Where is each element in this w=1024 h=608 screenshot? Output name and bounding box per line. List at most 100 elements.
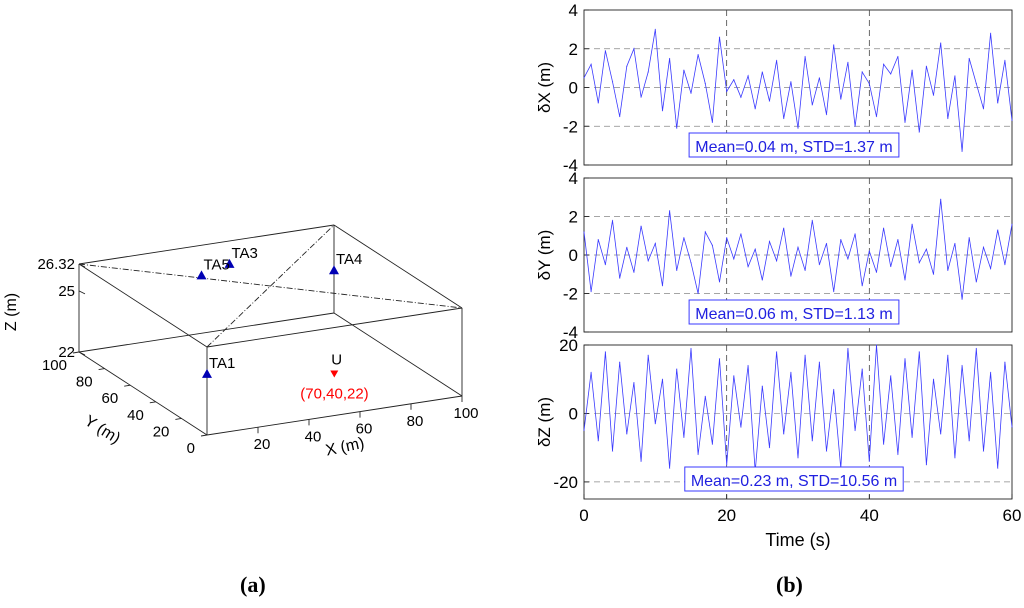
panel1-data-point (911, 69, 913, 71)
panel3-data-point (661, 378, 664, 380)
panel2-data-point (1011, 223, 1013, 225)
caption-a: (a) (240, 572, 266, 597)
panel2-data-point (904, 279, 906, 281)
box-edge-top (206, 307, 463, 348)
box-edge-bottom (78, 351, 208, 436)
panel3-data-point (1011, 426, 1013, 428)
panel1-data-point (890, 73, 892, 75)
panel2-data-point (718, 281, 721, 283)
panel2-data-point (726, 237, 728, 239)
panel2-data-point (947, 269, 949, 271)
panel2-data-point (847, 258, 849, 260)
panel1-data-point (718, 36, 721, 38)
panel2-data-point (825, 242, 828, 245)
panel1-data-point (619, 115, 621, 118)
panel2-data-point (683, 237, 685, 239)
panel3-data-point (597, 440, 599, 442)
panel2-data-point (640, 225, 642, 227)
caption-b: (b) (776, 572, 803, 597)
panel1-data-point (690, 92, 692, 94)
panel2-data-point (854, 233, 856, 235)
panel2-data-point (647, 260, 649, 262)
panel1-data-point (840, 98, 842, 100)
panel3-data-point (740, 426, 742, 428)
panel3-data-point (911, 436, 913, 438)
panel2-data-point (982, 246, 985, 248)
panel1-data-point (669, 57, 671, 60)
panel1-data-point (733, 79, 735, 81)
y-tick (149, 401, 156, 404)
x-axis-label: X (m) (324, 435, 366, 460)
x-tick-label: 40 (305, 428, 322, 445)
y-tick (200, 434, 208, 437)
panel1-data-point (847, 61, 849, 63)
panel3-data-point (619, 361, 621, 363)
panel3-data-point (861, 368, 863, 370)
anchor-marker (202, 368, 212, 378)
panel2-y-tick-label: -2 (563, 285, 578, 304)
panel2-data-point (776, 260, 778, 262)
y-tick-label: 80 (76, 374, 93, 391)
panel2-data-point (754, 248, 756, 250)
panel3-data-point (654, 423, 656, 425)
x-tick-label: 40 (860, 506, 879, 525)
x-tick-label: 100 (453, 405, 478, 422)
panel3-data-point (918, 351, 920, 353)
panel2-data-point (925, 248, 928, 250)
panel1-data-point (804, 55, 806, 58)
panel3-data-point (932, 378, 935, 380)
panel3-data-point (847, 347, 849, 350)
panel3-data-point (711, 443, 714, 445)
panel2-data-point (740, 233, 742, 235)
panel1-data-point (897, 55, 899, 58)
panel1-data-point (676, 127, 678, 129)
target-coordinates: (70,40,22) (300, 386, 368, 403)
panel3-y-tick-label: 20 (559, 336, 578, 355)
panel3-data-point (611, 450, 614, 452)
y-tick-label: 100 (42, 357, 67, 374)
panel3-data-point (811, 440, 813, 442)
panel1-y-tick-label: -4 (563, 156, 578, 175)
panel2-data-point (997, 229, 999, 231)
panel1-data-point (1004, 59, 1006, 61)
panel1-data-point (654, 28, 656, 30)
panel3-data-point (818, 361, 821, 363)
box-edge-top (333, 224, 463, 309)
panel3-data-point (883, 443, 885, 445)
panel1-data-point (982, 108, 985, 110)
panel2-data-point (704, 231, 706, 233)
panel1-data-point (590, 63, 592, 65)
panel3-data-point (633, 382, 635, 384)
panel3-data-point (790, 371, 792, 373)
panel3-data-point (583, 429, 585, 432)
panel1-data-point (583, 77, 585, 79)
panel1-data-point (711, 121, 714, 123)
box-edge-top (78, 263, 208, 348)
anchor-marker (196, 270, 207, 280)
panel3-data-point (804, 354, 806, 356)
z-axis-label: Z (m) (3, 293, 20, 331)
panel3-data-point (747, 364, 749, 367)
panel2-data-point (654, 242, 656, 245)
panel3-data-point (733, 375, 735, 377)
panel1-y-tick-label: 0 (569, 79, 578, 98)
panel2-data-point (604, 264, 607, 266)
y-tick-label: 0 (187, 440, 195, 457)
panel1-data-point (697, 53, 699, 56)
y-tick (175, 417, 182, 420)
box-edge-bottom (333, 312, 463, 397)
panel2-data-point (761, 279, 763, 281)
panel2-data-point (890, 265, 892, 268)
y-tick-label: 40 (127, 407, 144, 424)
panel2-data-point (783, 227, 785, 229)
panel2-data-point (661, 285, 664, 287)
panel1-data-point (747, 75, 749, 77)
panel3-data-point (726, 464, 728, 466)
panel2-data-point (768, 240, 771, 243)
panel2-data-point (932, 273, 935, 275)
panel2-data-point (940, 198, 942, 200)
panel2-data-point (797, 246, 799, 248)
panel3-data-point (768, 447, 771, 449)
panel2-data-point (961, 298, 963, 300)
